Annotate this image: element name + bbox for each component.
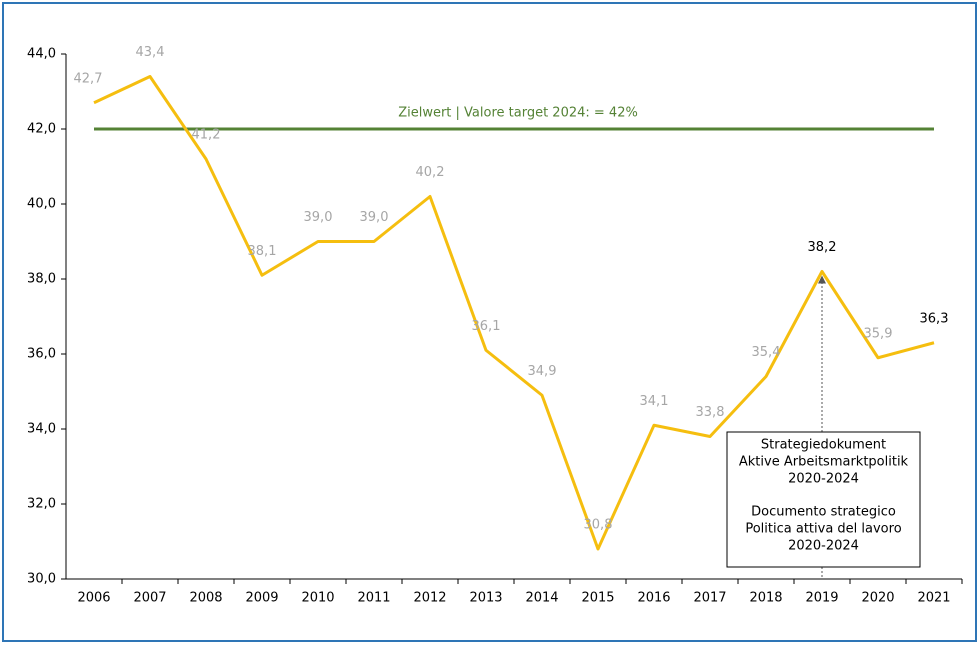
- annotation-box: [726, 431, 921, 568]
- y-tick-label: 36,0: [27, 347, 56, 362]
- target-label: Zielwert | Valore target 2024: = 42%: [398, 106, 638, 121]
- annotation-text: Strategiedokument: [761, 438, 886, 453]
- annotation-text: Documento strategico: [751, 505, 896, 520]
- data-label: 34,9: [528, 364, 557, 379]
- y-tick-label: 30,0: [27, 572, 56, 587]
- x-tick-label: 2018: [749, 591, 782, 606]
- annotation-text: Aktive Arbeitsmarktpolitik: [739, 455, 909, 470]
- data-label: 39,0: [360, 210, 389, 225]
- x-tick-label: 2019: [805, 591, 838, 606]
- y-tick-label: 44,0: [27, 47, 56, 62]
- x-tick-label: 2010: [301, 591, 334, 606]
- data-label: 33,8: [696, 405, 725, 420]
- data-label: 36,1: [472, 319, 501, 334]
- x-tick-label: 2006: [77, 591, 110, 606]
- x-tick-label: 2012: [413, 591, 446, 606]
- y-tick-label: 42,0: [27, 122, 56, 137]
- data-label: 38,1: [248, 244, 277, 259]
- data-label: 38,2: [808, 240, 837, 255]
- y-tick-label: 40,0: [27, 197, 56, 212]
- y-tick-label: 32,0: [27, 497, 56, 512]
- data-label: 35,9: [864, 326, 893, 341]
- x-tick-label: 2014: [525, 591, 558, 606]
- data-label: 35,4: [752, 345, 781, 360]
- data-label: 30,8: [584, 518, 613, 533]
- data-label: 36,3: [920, 311, 949, 326]
- data-label: 34,1: [640, 394, 669, 409]
- x-tick-label: 2020: [861, 591, 894, 606]
- arrow-head: [818, 275, 826, 284]
- x-tick-label: 2016: [637, 591, 670, 606]
- data-label: 41,2: [192, 128, 221, 143]
- annotation-text: Politica attiva del lavoro: [745, 522, 901, 537]
- x-tick-label: 2015: [581, 591, 614, 606]
- x-tick-label: 2013: [469, 591, 502, 606]
- data-label: 40,2: [416, 165, 445, 180]
- data-label: 39,0: [304, 210, 333, 225]
- x-tick-label: 2011: [357, 591, 390, 606]
- annotation-text: 2020-2024: [788, 472, 859, 487]
- y-tick-label: 38,0: [27, 272, 56, 287]
- x-tick-label: 2017: [693, 591, 726, 606]
- data-label: 42,7: [74, 71, 103, 86]
- x-tick-label: 2021: [917, 591, 950, 606]
- x-tick-label: 2008: [189, 591, 222, 606]
- y-tick-label: 34,0: [27, 422, 56, 437]
- annotation-text: 2020-2024: [788, 539, 859, 554]
- series-line: [93, 75, 935, 551]
- data-label: 43,4: [136, 45, 165, 60]
- x-tick-label: 2009: [245, 591, 278, 606]
- x-tick-label: 2007: [133, 591, 166, 606]
